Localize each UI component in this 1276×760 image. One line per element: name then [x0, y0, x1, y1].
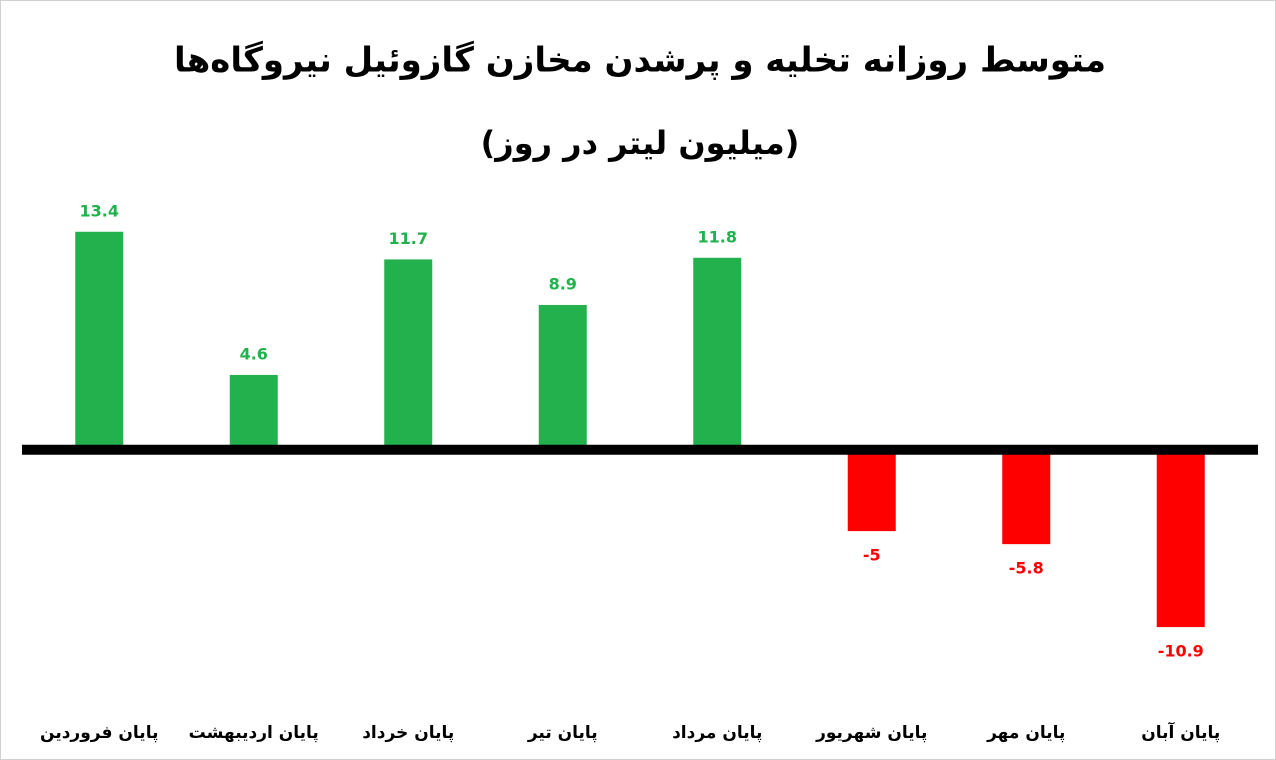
x-tick-label: پایان شهریور [815, 723, 927, 743]
x-tick-label: پایان مهر [986, 723, 1065, 743]
chart-subtitle: (میلیون لیتر در روز) [481, 124, 800, 162]
bar [693, 257, 742, 450]
value-label: -5.8 [1009, 559, 1044, 578]
x-tick-label: پایان اردیبهشت [189, 723, 319, 743]
x-tick-label: پایان تیر [527, 723, 598, 743]
chart-title: متوسط روزانه تخلیه و پرشدن مخازن گازوئیل… [174, 41, 1106, 81]
value-label: 11.7 [389, 229, 428, 248]
value-label: 4.6 [240, 344, 268, 363]
bar [75, 231, 124, 450]
x-tick-label: پایان فروردین [40, 723, 158, 743]
x-tick-label: پایان خرداد [362, 723, 454, 743]
bar [1002, 449, 1051, 545]
x-tick-label: پایان آبان [1141, 721, 1220, 743]
bar [229, 374, 278, 450]
bar [538, 304, 587, 450]
value-label: -10.9 [1158, 642, 1204, 661]
bar [1156, 449, 1205, 628]
bar [384, 259, 433, 450]
value-label: 8.9 [549, 274, 577, 293]
value-label: 13.4 [80, 201, 119, 220]
bar [847, 449, 896, 532]
value-label: -5 [863, 546, 881, 565]
x-tick-label: پایان مرداد [672, 723, 762, 743]
value-label: 11.8 [698, 227, 737, 246]
